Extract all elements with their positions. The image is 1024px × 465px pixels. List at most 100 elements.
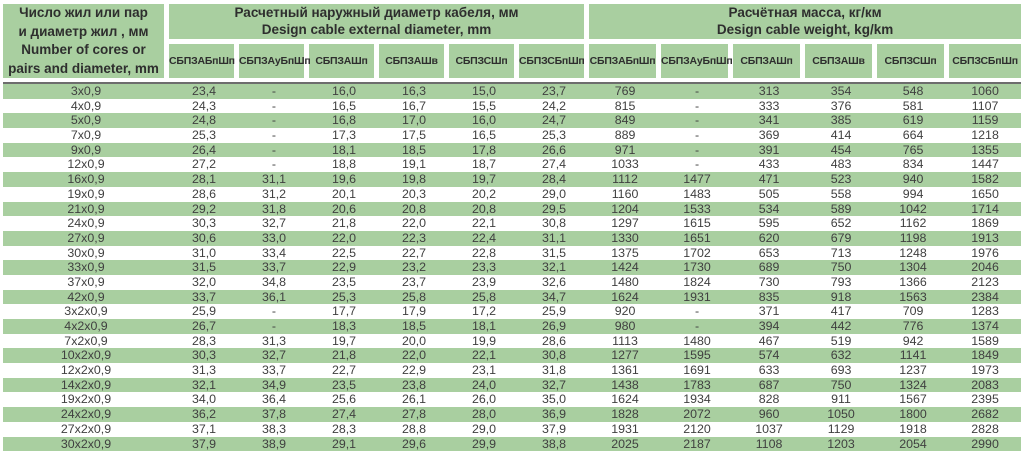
diameter-cell: 22,5 bbox=[309, 245, 379, 261]
weight-cell: - bbox=[661, 142, 734, 158]
weight-cell: 620 bbox=[733, 230, 806, 246]
row-label: 5x0,9 bbox=[3, 113, 169, 129]
weight-cell: 2083 bbox=[949, 377, 1022, 393]
weight-cell: 2187 bbox=[661, 436, 734, 452]
diameter-cell: 28,8 bbox=[379, 421, 449, 437]
diameter-cell: 28,6 bbox=[519, 333, 590, 349]
weight-cell: 1783 bbox=[661, 377, 734, 393]
diameter-cell: 32,1 bbox=[519, 260, 590, 275]
diameter-cell: 32,7 bbox=[239, 216, 309, 231]
row-label: 24x2x0,9 bbox=[3, 407, 169, 422]
weight-cell: 1869 bbox=[949, 216, 1022, 231]
weight-cell: 664 bbox=[877, 128, 950, 143]
row-label: 7x0,9 bbox=[3, 128, 169, 143]
weight-cell: 918 bbox=[805, 289, 878, 305]
diameter-cell: 33,4 bbox=[239, 245, 309, 261]
diameter-cell: 16,3 bbox=[379, 82, 449, 99]
row-label: 12x2x0,9 bbox=[3, 363, 169, 378]
weight-cell: 1159 bbox=[949, 113, 1022, 129]
weight-cell: 1361 bbox=[589, 363, 662, 378]
diameter-cell: 22,1 bbox=[449, 216, 519, 231]
weight-cell: 1849 bbox=[949, 348, 1022, 364]
weight-cell: 581 bbox=[877, 98, 950, 114]
weight-cell: 689 bbox=[733, 260, 806, 275]
weight-cell: 2123 bbox=[949, 274, 1022, 290]
column-header-diameter-6: СБПЗСБпШп bbox=[519, 43, 590, 82]
diameter-cell: 24,8 bbox=[169, 113, 239, 129]
diameter-cell: 36,1 bbox=[239, 289, 309, 305]
diameter-cell: 19,1 bbox=[379, 157, 449, 173]
diameter-cell: 32,0 bbox=[169, 274, 239, 290]
weight-cell: 1567 bbox=[877, 392, 950, 408]
diameter-cell: 26,7 bbox=[169, 319, 239, 334]
diameter-cell: 18,5 bbox=[379, 319, 449, 334]
weight-cell: 371 bbox=[733, 304, 806, 319]
weight-cell: 2682 bbox=[949, 407, 1022, 422]
table-row: 7x0,9 25,3-17,3 17,5 16,5 25,3 889-369 414 664 1… bbox=[3, 128, 1022, 143]
diameter-cell: 17,5 bbox=[379, 128, 449, 143]
weight-cell: 313 bbox=[733, 82, 806, 99]
diameter-cell: 23,7 bbox=[519, 82, 590, 99]
weight-cell: 505 bbox=[733, 186, 806, 202]
weight-cell: - bbox=[661, 82, 734, 99]
diameter-cell: 32,7 bbox=[519, 377, 590, 393]
diameter-cell: 31,2 bbox=[239, 186, 309, 202]
table-row: 33x0,9 31,5 33,7 22,9 23,2 23,3 32,1 1424 1730 68… bbox=[3, 260, 1022, 275]
table-row: 19x0,9 28,6 31,2 20,1 20,3 20,2 29,0 1160 1483 50… bbox=[3, 186, 1022, 202]
weight-cell: 776 bbox=[877, 319, 950, 334]
weight-cell: 1050 bbox=[805, 407, 878, 422]
table-row: 5x0,9 24,8-16,8 17,0 16,0 24,7 849-341 385 619 1… bbox=[3, 113, 1022, 129]
table-row: 4x2x0,9 26,7-18,3 18,5 18,1 26,9 980-394 442 77… bbox=[3, 319, 1022, 334]
weight-cell: 1650 bbox=[949, 186, 1022, 202]
diameter-cell: 34,0 bbox=[169, 392, 239, 408]
diameter-cell: 29,9 bbox=[449, 436, 519, 452]
diameter-cell: 24,2 bbox=[519, 98, 590, 114]
diameter-cell: 26,6 bbox=[519, 142, 590, 158]
weight-cell: 632 bbox=[805, 348, 878, 364]
table-row: 16x0,9 28,1 31,1 19,6 19,8 19,7 28,4 1112 1477 47… bbox=[3, 172, 1022, 187]
diameter-cell: 19,6 bbox=[309, 172, 379, 187]
table-row: 37x0,9 32,0 34,8 23,5 23,7 23,9 32,6 1480 1824 73… bbox=[3, 274, 1022, 290]
diameter-cell: 22,4 bbox=[449, 230, 519, 246]
table-row: 14x2x0,9 32,1 34,9 23,5 23,8 24,0 32,7 1438 1783… bbox=[3, 377, 1022, 393]
weight-cell: 835 bbox=[733, 289, 806, 305]
weight-cell: 1204 bbox=[589, 201, 662, 217]
row-label: 42x0,9 bbox=[3, 289, 169, 305]
weight-cell: 828 bbox=[733, 392, 806, 408]
weight-cell: 1112 bbox=[589, 172, 662, 187]
weight-cell: 1108 bbox=[733, 436, 806, 452]
diameter-cell: 26,1 bbox=[379, 392, 449, 408]
diameter-cell: 31,0 bbox=[169, 245, 239, 261]
diameter-cell: 27,8 bbox=[379, 407, 449, 422]
diameter-cell: 35,0 bbox=[519, 392, 590, 408]
column-header-diameter-4: СБПЗАШв bbox=[379, 43, 449, 82]
weight-cell: 1651 bbox=[661, 230, 734, 246]
diameter-cell: 17,7 bbox=[309, 304, 379, 319]
weight-cell: 815 bbox=[589, 98, 662, 114]
row-label: 37x0,9 bbox=[3, 274, 169, 290]
weight-cell: 523 bbox=[805, 172, 878, 187]
diameter-cell: 34,9 bbox=[239, 377, 309, 393]
weight-cell: 1248 bbox=[877, 245, 950, 261]
weight-cell: 1218 bbox=[949, 128, 1022, 143]
table-row: 30x0,9 31,0 33,4 22,5 22,7 22,8 31,5 1375 1702 65… bbox=[3, 245, 1022, 261]
row-label: 9x0,9 bbox=[3, 142, 169, 158]
column-header-diameter-1: СБПЗАБпШп bbox=[169, 43, 239, 82]
weight-cell: 2828 bbox=[949, 421, 1022, 437]
row-label: 24x0,9 bbox=[3, 216, 169, 231]
row-label: 30x0,9 bbox=[3, 245, 169, 261]
weight-cell: 1533 bbox=[661, 201, 734, 217]
weight-cell: 1162 bbox=[877, 216, 950, 231]
diameter-cell: 23,5 bbox=[309, 377, 379, 393]
weight-cell: 2054 bbox=[877, 436, 950, 452]
weight-cell: 1304 bbox=[877, 260, 950, 275]
group-title-en: Design cable weight, kg/km bbox=[716, 22, 894, 38]
weight-cell: 589 bbox=[805, 201, 878, 217]
diameter-cell: - bbox=[239, 113, 309, 129]
weight-cell: 1366 bbox=[877, 274, 950, 290]
diameter-cell: 16,0 bbox=[449, 113, 519, 129]
weight-cell: 1931 bbox=[589, 421, 662, 437]
weight-cell: 1615 bbox=[661, 216, 734, 231]
diameter-cell: 25,8 bbox=[379, 289, 449, 305]
weight-cell: 834 bbox=[877, 157, 950, 173]
